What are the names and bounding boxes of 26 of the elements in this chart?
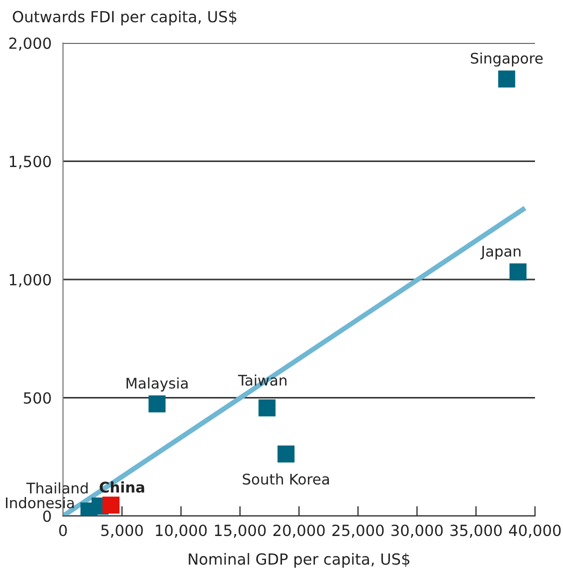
x-tick-label: 0 [59, 524, 67, 536]
point [102, 496, 120, 514]
y-tick-label: 1,000 [10, 274, 51, 288]
series-label: South Korea [242, 473, 329, 485]
x-tick-label: 5,000 [101, 524, 143, 538]
x-tick-label: 30,000 [391, 524, 443, 538]
x-tick-label: 20,000 [273, 524, 325, 538]
y-tick-label: 0 [43, 510, 51, 522]
point [278, 446, 295, 463]
x-tick-label: 35,000 [450, 524, 502, 538]
x-tick-label: 25,000 [332, 524, 384, 538]
y-tick-label: 1,500 [10, 156, 51, 169]
y-axis-title: Outwards FDI per capita, US$ [12, 10, 236, 26]
y-tick-label: 500 [24, 392, 51, 404]
point [148, 395, 166, 412]
y-tick-label: 2,000 [9, 37, 51, 51]
x-tick-label: 10,000 [156, 524, 207, 538]
series-label: Malaysia [126, 377, 188, 392]
series-label: Singapore [470, 52, 543, 67]
point [258, 399, 276, 416]
point [498, 70, 516, 88]
point [510, 263, 527, 280]
series-label: Japan [480, 246, 520, 260]
x-axis-title: Nominal GDP per capita, US$ [188, 553, 410, 568]
x-tick-label: 15,000 [214, 524, 266, 538]
x-tick-label: 40,000 [509, 524, 561, 538]
